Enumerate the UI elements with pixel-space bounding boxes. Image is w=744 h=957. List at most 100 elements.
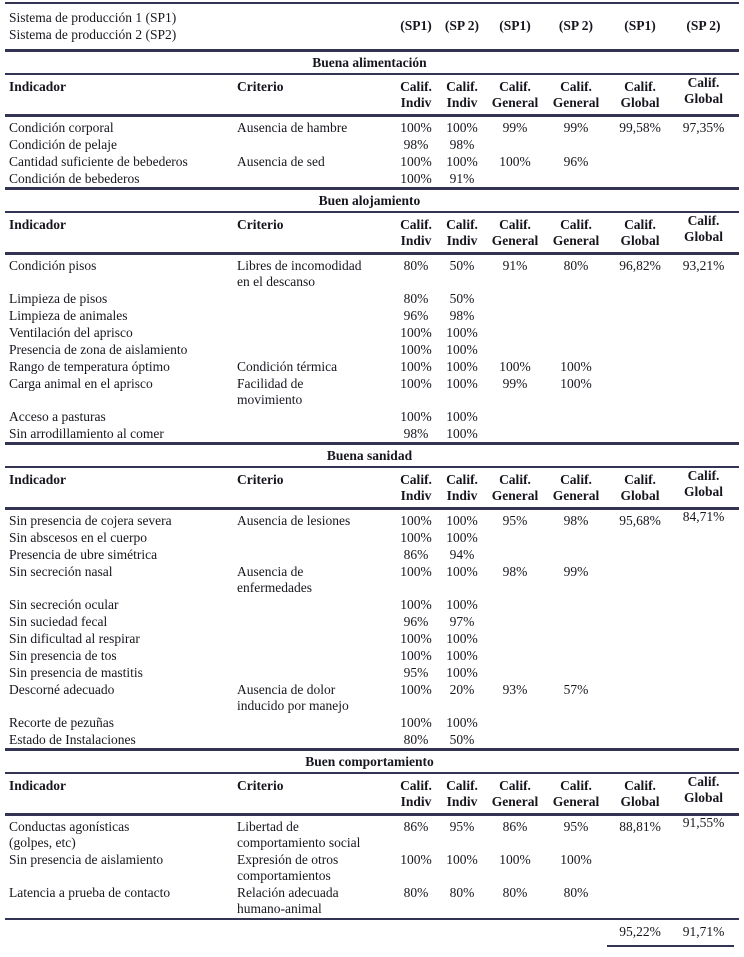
value-cell: 100% (446, 630, 478, 646)
value-cell: 100% (446, 324, 478, 340)
column-header-indicador: Indicador (9, 472, 67, 487)
value-cell: 91% (449, 170, 475, 186)
column-header-row: Indicador Criterio Calif. Indiv Calif. Indi… (5, 774, 739, 816)
indicador-cell: Recorte de pezuñas (9, 714, 114, 730)
column-header-indicador: Indicador (9, 778, 67, 793)
column-header-calif: Calif. Indiv (446, 472, 478, 503)
section-title-row: Buen comportamiento (5, 748, 739, 774)
value-cell: 98% (502, 563, 528, 579)
legend-line: Sistema de producción 2 (SP2) (9, 27, 177, 42)
indicador-cell: Limpieza de pisos (9, 290, 108, 306)
indicador-cell: Cantidad suficiente de bebederos (9, 153, 188, 169)
value-cell: 88,81% (619, 818, 661, 834)
table-row: Ventilación del aprisco 100% 100% (5, 324, 739, 341)
value-cell: 100% (499, 358, 531, 374)
indicador-cell: Condición pisos (9, 257, 97, 273)
value-cell: 100% (400, 512, 432, 528)
value-cell: 96% (563, 153, 589, 169)
column-header-calif: Calif. Indiv (446, 778, 478, 809)
column-header-calif: Calif. Global (683, 774, 723, 805)
table-row: Estado de Instalaciones 80% 50% (5, 731, 739, 748)
value-cell: 96% (403, 613, 429, 629)
value-cell: 100% (560, 851, 592, 867)
value-cell: 98% (403, 425, 429, 441)
table-row: Sin abscesos en el cuerpo 100% 100% (5, 529, 739, 546)
global-total-sp1: 95,22% (607, 920, 673, 947)
value-cell: 100% (400, 630, 432, 646)
value-cell: 100% (499, 851, 531, 867)
column-header-row: Indicador Criterio Calif. Indiv Calif. Indi… (5, 213, 739, 255)
value-cell: 96,82% (619, 257, 661, 273)
value-cell: 100% (446, 851, 478, 867)
indicador-cell: Sin presencia de mastitis (9, 664, 143, 680)
value-cell: 97% (449, 613, 475, 629)
table-row: Condición corporal Ausencia de hambre 100%… (5, 119, 739, 136)
value-cell: 100% (400, 375, 432, 391)
value-cell: 96% (403, 307, 429, 323)
indicador-cell: Sin secreción ocular (9, 596, 119, 612)
value-cell: 50% (449, 257, 475, 273)
meta-row: Sistema de producción 1 (SP1) Sistema de … (5, 2, 739, 49)
table-row: Sin dificultad al respirar 100% 100% (5, 630, 739, 647)
criterio-cell: Condición térmica (237, 358, 338, 374)
column-header-calif: Calif. General (491, 217, 539, 248)
column-header-criterio: Criterio (237, 79, 284, 94)
column-header-calif: Calif. Indiv (400, 778, 432, 809)
value-cell: 100% (446, 596, 478, 612)
indicador-cell: Sin abscesos en el cuerpo (9, 529, 147, 545)
column-header-calif: Calif. General (552, 778, 600, 809)
value-cell: 95% (563, 818, 589, 834)
indicador-cell: Carga animal en el aprisco (9, 375, 153, 391)
column-header-criterio: Criterio (237, 778, 284, 793)
column-header-criterio: Criterio (237, 217, 284, 232)
indicador-cell: Presencia de zona de aislamiento (9, 341, 188, 357)
section-title: Buena sanidad (326, 448, 413, 463)
value-cell: 80% (563, 257, 589, 273)
indicador-cell: Acceso a pasturas (9, 408, 106, 424)
value-cell: 100% (446, 341, 478, 357)
indicador-cell: Sin presencia de aislamiento (9, 851, 164, 867)
value-cell: 100% (400, 851, 432, 867)
column-header-row: Indicador Criterio Calif. Indiv Calif. Indi… (5, 75, 739, 117)
criterio-cell: Ausencia de lesiones (237, 512, 351, 528)
value-cell: 100% (400, 681, 432, 697)
column-header-calif: Calif. General (552, 79, 600, 110)
value-cell: 98% (563, 512, 589, 528)
value-cell: 100% (446, 529, 478, 545)
column-header-calif: Calif. General (552, 217, 600, 248)
indicador-cell: Estado de Instalaciones (9, 731, 136, 747)
value-cell: 80% (403, 884, 429, 900)
table-row: Condición de pelaje 98% 98% (5, 136, 739, 153)
indicador-cell: Condición corporal (9, 119, 114, 135)
indicador-cell: Presencia de ubre simétrica (9, 546, 158, 562)
table-row: Condición pisos Libres de incomodidad en … (5, 257, 739, 290)
sp-column-label: (SP1) (499, 18, 531, 33)
value-cell: 100% (446, 153, 478, 169)
value-cell: 100% (446, 375, 478, 391)
value-cell: 95% (502, 512, 528, 528)
table-row: Descorné adecuado Ausencia de dolor induc… (5, 681, 739, 714)
value-cell: 80% (449, 884, 475, 900)
column-header-calif: Calif. Global (620, 79, 660, 110)
value-cell: 91,55% (682, 814, 725, 830)
indicador-cell: Condición de pelaje (9, 136, 117, 152)
column-header-calif: Calif. General (491, 79, 539, 110)
sp-column-label: (SP1) (624, 18, 656, 33)
indicador-cell: Sin presencia de tos (9, 647, 117, 663)
value-cell: 100% (400, 647, 432, 663)
table-row: Presencia de ubre simétrica 86% 94% (5, 546, 739, 563)
section-title-row: Buena sanidad (5, 442, 739, 468)
indicador-cell: Condición de bebederos (9, 170, 140, 186)
value-cell: 100% (446, 119, 478, 135)
sp-column-label: (SP 2) (686, 18, 721, 33)
section-title-row: Buena alimentación (5, 49, 739, 75)
value-cell: 100% (400, 563, 432, 579)
indicador-cell: Conductas agonísticas (golpes, etc) (9, 818, 130, 850)
totals-spacer (5, 920, 607, 947)
legend-line: Sistema de producción 1 (SP1) (9, 10, 177, 25)
table-row: Latencia a prueba de contacto Relación ad… (5, 884, 739, 917)
value-cell: 20% (449, 681, 475, 697)
value-cell: 80% (563, 884, 589, 900)
value-cell: 100% (446, 664, 478, 680)
